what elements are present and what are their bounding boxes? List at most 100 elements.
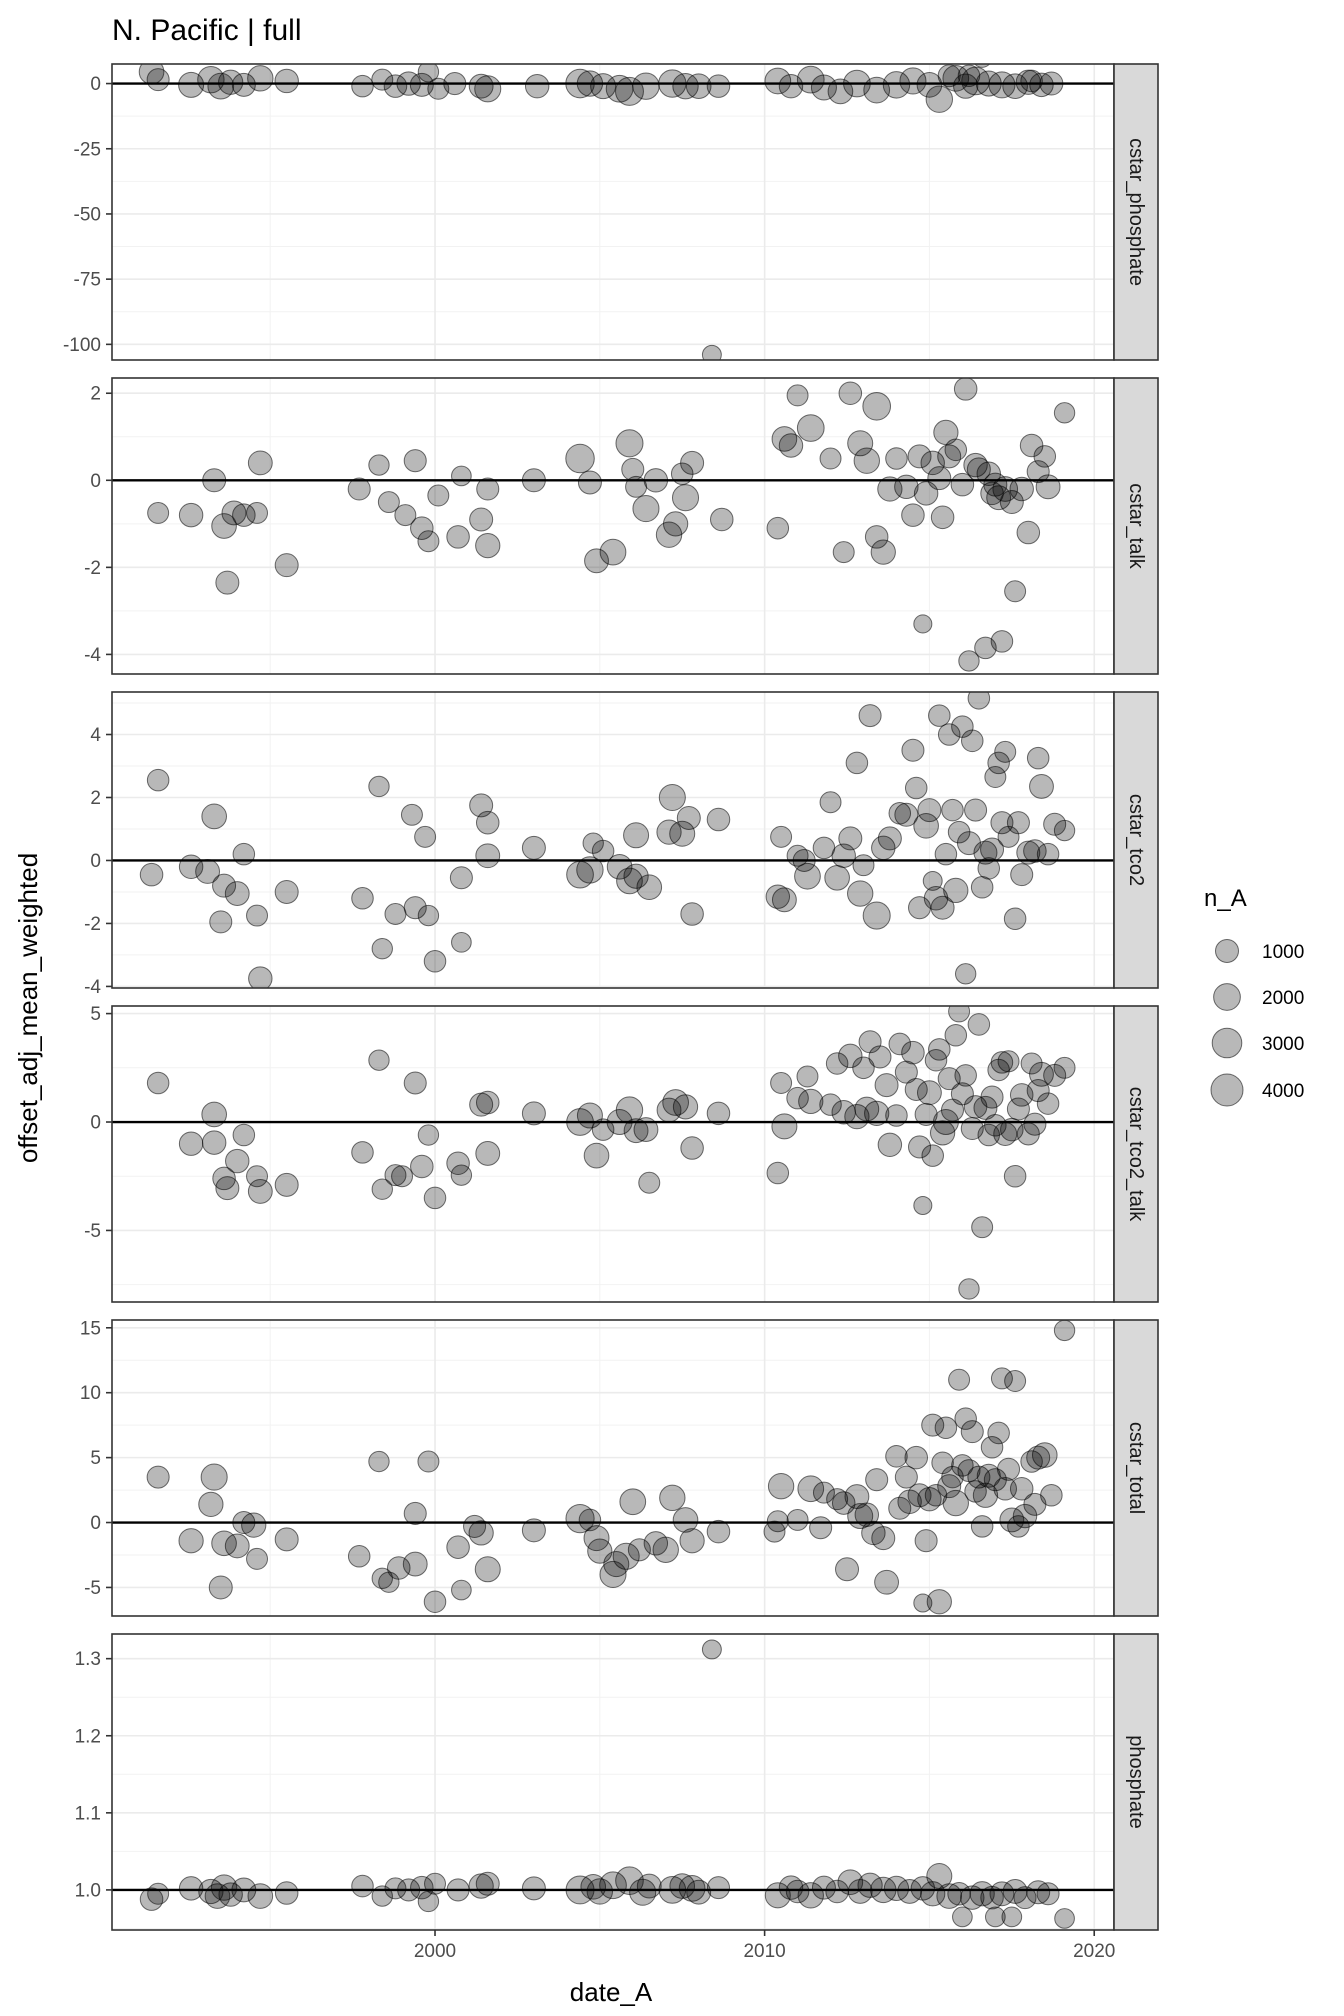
data-point bbox=[384, 1164, 407, 1187]
data-point bbox=[922, 870, 943, 891]
data-point bbox=[785, 1879, 810, 1904]
data-point bbox=[953, 378, 978, 401]
data-point bbox=[208, 1575, 233, 1600]
data-point bbox=[1054, 42, 1074, 62]
data-point bbox=[924, 1483, 948, 1507]
data-point bbox=[904, 776, 928, 800]
data-point bbox=[403, 1071, 427, 1095]
data-point bbox=[765, 884, 791, 909]
data-point bbox=[976, 1463, 1001, 1488]
data-point bbox=[197, 65, 225, 94]
data-point bbox=[686, 1879, 712, 1905]
y-tick-label: 0 bbox=[90, 851, 101, 872]
data-point bbox=[615, 429, 644, 458]
data-point bbox=[371, 1178, 393, 1200]
data-point bbox=[967, 1013, 991, 1036]
data-point bbox=[475, 1141, 501, 1166]
facet-strip bbox=[1113, 1633, 1159, 1931]
data-point bbox=[942, 1489, 969, 1517]
data-point bbox=[474, 1556, 501, 1583]
data-point bbox=[636, 1873, 662, 1899]
data-point bbox=[521, 1518, 546, 1543]
data-point bbox=[852, 1056, 875, 1080]
data-point bbox=[913, 813, 939, 839]
data-point bbox=[862, 901, 891, 930]
legend-key-background bbox=[1206, 930, 1248, 972]
data-point bbox=[623, 1118, 649, 1144]
data-points bbox=[139, 692, 1076, 988]
data-point bbox=[766, 1510, 789, 1533]
data-point bbox=[1053, 402, 1076, 424]
data-point bbox=[917, 1486, 942, 1512]
data-point bbox=[990, 1367, 1013, 1390]
data-point bbox=[1043, 812, 1067, 836]
data-point bbox=[913, 1195, 933, 1216]
facet-cstar_tco2_talk: 5 0 -5 cstar_tco2_talk bbox=[84, 1004, 1159, 1303]
y-tick-label: -4 bbox=[84, 977, 101, 998]
panel-background bbox=[112, 378, 1114, 674]
data-point bbox=[638, 1171, 661, 1194]
data-point bbox=[248, 966, 273, 988]
y-tick-label: -25 bbox=[74, 139, 101, 160]
data-point bbox=[871, 1526, 896, 1551]
data-point bbox=[247, 65, 274, 92]
data-point bbox=[1010, 863, 1034, 887]
facet-phosphate: 1.3 1.2 1.1 1.0 phosphate bbox=[75, 1633, 1159, 1931]
data-point bbox=[868, 1045, 892, 1069]
data-point bbox=[710, 507, 734, 532]
legend-key bbox=[1215, 939, 1239, 963]
data-point bbox=[146, 1465, 170, 1489]
data-point bbox=[845, 751, 869, 775]
data-point bbox=[599, 1871, 627, 1900]
data-point bbox=[908, 1135, 932, 1159]
data-point bbox=[1036, 842, 1060, 866]
data-point bbox=[410, 1875, 434, 1900]
data-point bbox=[901, 738, 925, 762]
data-point bbox=[384, 1877, 407, 1900]
data-point bbox=[231, 72, 256, 97]
data-point bbox=[894, 1060, 918, 1084]
data-point bbox=[474, 75, 502, 103]
data-point bbox=[274, 879, 299, 904]
data-point bbox=[212, 873, 237, 898]
data-point bbox=[874, 1569, 900, 1595]
data-point bbox=[1029, 1061, 1054, 1087]
data-point bbox=[877, 826, 902, 851]
data-point bbox=[212, 1166, 236, 1191]
data-point bbox=[901, 503, 925, 527]
data-point bbox=[475, 1871, 500, 1896]
data-point bbox=[656, 819, 682, 845]
data-point bbox=[577, 470, 602, 495]
data-point bbox=[907, 1483, 932, 1508]
facet-cstar_tco2: 4 2 0 -2 -4 cstar_tco2 bbox=[84, 691, 1159, 998]
data-point bbox=[371, 68, 394, 91]
data-point bbox=[1016, 520, 1041, 545]
data-point bbox=[475, 1090, 500, 1115]
data-point bbox=[706, 1519, 731, 1544]
data-point bbox=[215, 570, 240, 595]
x-axis: 2000 2010 2020 bbox=[414, 1930, 1115, 1962]
data-point bbox=[139, 862, 164, 887]
data-point bbox=[584, 548, 609, 574]
data-point bbox=[986, 485, 1012, 511]
data-point bbox=[475, 532, 501, 559]
data-point bbox=[659, 1484, 686, 1512]
data-point bbox=[928, 704, 951, 727]
data-point bbox=[937, 444, 962, 469]
data-point bbox=[1033, 445, 1057, 468]
data-point bbox=[1026, 1880, 1051, 1905]
data-point bbox=[999, 1507, 1025, 1533]
data-point bbox=[368, 1450, 390, 1473]
data-point bbox=[632, 495, 660, 523]
data-point bbox=[679, 1528, 705, 1554]
data-point bbox=[1016, 840, 1041, 865]
data-point bbox=[247, 1178, 273, 1204]
data-point bbox=[766, 516, 790, 540]
data-point bbox=[987, 751, 1010, 775]
data-point bbox=[215, 1176, 240, 1201]
data-point bbox=[386, 1556, 411, 1580]
data-point bbox=[969, 1881, 995, 1907]
data-point bbox=[521, 1101, 546, 1126]
data-point bbox=[672, 1507, 699, 1533]
data-point bbox=[930, 505, 955, 530]
